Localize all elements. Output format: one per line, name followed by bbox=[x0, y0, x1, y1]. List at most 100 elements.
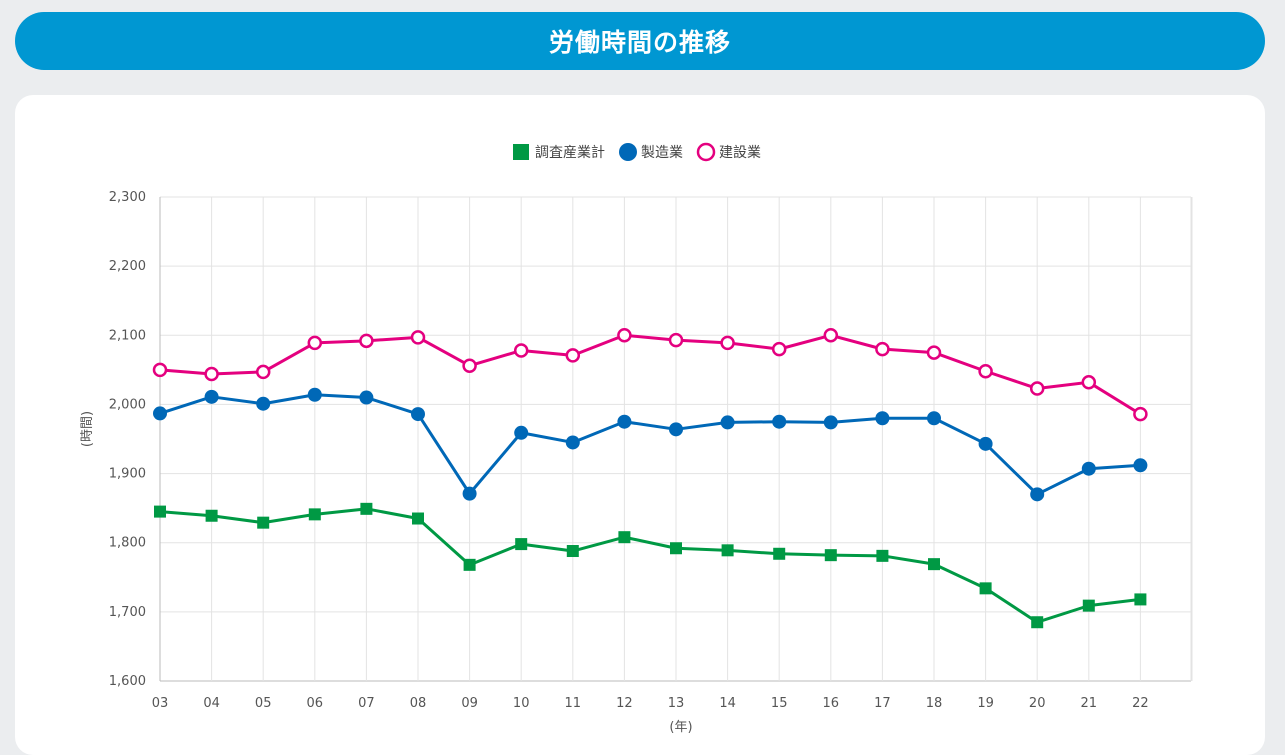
legend-marker-square bbox=[513, 144, 529, 160]
data-point-circle bbox=[823, 415, 838, 430]
data-point-circle bbox=[462, 486, 477, 501]
data-point-hollow-circle bbox=[720, 335, 735, 351]
x-tick-label: 04 bbox=[203, 696, 220, 711]
data-point-square bbox=[308, 508, 321, 521]
data-point-square bbox=[1134, 593, 1147, 606]
x-tick-label: 12 bbox=[616, 696, 633, 711]
data-point-hollow-circle bbox=[307, 335, 323, 351]
data-point-hollow-circle bbox=[410, 330, 426, 345]
y-tick-label: 1,800 bbox=[109, 536, 146, 551]
data-point-circle bbox=[1133, 458, 1148, 473]
chart-card: 1,600 1,700 1,800 1,900 2,000 2,100 2,200 2,300… bbox=[15, 95, 1265, 755]
page-title: 労働時間の推移 bbox=[548, 28, 731, 57]
data-point-circle bbox=[307, 387, 322, 402]
data-point-hollow-circle bbox=[204, 366, 219, 382]
x-tick-label: 08 bbox=[410, 696, 427, 711]
data-point-square bbox=[773, 547, 786, 560]
line-chart: 1,600 1,700 1,800 1,900 2,000 2,100 2,200 2,300… bbox=[80, 142, 1193, 735]
legend-label: 建設業 bbox=[719, 145, 761, 161]
legend-marker-circle bbox=[619, 143, 637, 161]
data-point-circle bbox=[256, 396, 271, 411]
data-point-hollow-circle bbox=[513, 343, 529, 358]
data-point-hollow-circle bbox=[255, 364, 271, 380]
data-point-circle bbox=[875, 411, 890, 426]
data-point-circle bbox=[720, 415, 735, 430]
data-point-square bbox=[205, 509, 218, 522]
series-line bbox=[159, 333, 1142, 416]
y-tick-label: 1,900 bbox=[109, 467, 146, 482]
data-point-hollow-circle bbox=[1081, 375, 1097, 390]
page-header: 労働時間の推移 bbox=[15, 12, 1265, 70]
x-tick-label: 13 bbox=[668, 696, 685, 711]
x-tick-label: 03 bbox=[152, 696, 169, 711]
data-point-square bbox=[1031, 616, 1044, 629]
x-tick-label: 10 bbox=[513, 696, 530, 711]
data-point-hollow-circle bbox=[462, 358, 477, 373]
y-axis-title: (時間) bbox=[80, 411, 95, 447]
data-point-circle bbox=[772, 414, 787, 429]
data-point-hollow-circle bbox=[771, 341, 787, 357]
data-point-square bbox=[566, 545, 579, 558]
data-point-circle bbox=[978, 436, 993, 451]
legend-marker-hollow-circle bbox=[696, 142, 716, 162]
data-point-square bbox=[463, 558, 476, 571]
x-tick-label: 16 bbox=[823, 696, 840, 711]
data-point-circle bbox=[669, 422, 683, 437]
data-point-circle bbox=[359, 390, 374, 405]
y-tick-label: 2,000 bbox=[109, 397, 146, 412]
data-point-hollow-circle bbox=[617, 328, 632, 343]
x-tick-label: 19 bbox=[977, 696, 994, 711]
data-point-circle bbox=[411, 407, 425, 422]
data-point-circle bbox=[204, 389, 219, 404]
x-tick-label: 20 bbox=[1029, 696, 1046, 711]
data-point-hollow-circle bbox=[359, 333, 374, 349]
x-tick-label: 11 bbox=[565, 696, 582, 711]
data-point-square bbox=[876, 549, 889, 562]
y-tick-label: 1,700 bbox=[109, 605, 146, 620]
data-point-circle bbox=[1030, 487, 1045, 502]
data-point-square bbox=[670, 542, 682, 555]
data-point-hollow-circle bbox=[1133, 406, 1148, 422]
data-point-circle bbox=[565, 435, 580, 450]
data-point-circle bbox=[1081, 461, 1096, 476]
y-tick-label: 2,300 bbox=[109, 190, 146, 205]
data-point-hollow-circle bbox=[152, 362, 168, 378]
series-line bbox=[159, 393, 1141, 496]
x-tick-label: 05 bbox=[255, 696, 272, 711]
data-point-square bbox=[360, 502, 373, 515]
data-point-square bbox=[721, 544, 734, 557]
data-point-circle bbox=[927, 411, 941, 426]
data-point-hollow-circle bbox=[565, 348, 581, 363]
x-tick-label: 14 bbox=[719, 696, 736, 711]
y-tick-label: 1,600 bbox=[109, 674, 146, 689]
data-point-square bbox=[257, 516, 270, 529]
data-point-square bbox=[412, 512, 424, 525]
x-tick-label: 18 bbox=[926, 696, 943, 711]
x-tick-label: 06 bbox=[307, 696, 324, 711]
data-point-hollow-circle bbox=[1029, 381, 1045, 396]
data-point-square bbox=[618, 531, 631, 544]
x-tick-label: 09 bbox=[461, 696, 478, 711]
y-tick-label: 2,100 bbox=[109, 328, 146, 343]
x-tick-label: 07 bbox=[358, 696, 375, 711]
data-point-circle bbox=[617, 414, 632, 429]
data-point-square bbox=[979, 582, 992, 595]
data-point-square bbox=[824, 549, 837, 562]
data-point-circle bbox=[514, 425, 529, 440]
data-point-hollow-circle bbox=[875, 341, 890, 357]
legend-label: 製造業 bbox=[641, 145, 683, 161]
data-point-hollow-circle bbox=[978, 363, 993, 379]
x-tick-label: 22 bbox=[1132, 696, 1149, 711]
x-tick-label: 21 bbox=[1081, 696, 1098, 711]
data-point-square bbox=[515, 538, 528, 551]
y-tick-label: 2,200 bbox=[109, 259, 146, 274]
series-line bbox=[159, 507, 1141, 624]
data-point-hollow-circle bbox=[823, 328, 839, 343]
legend-label: 調査産業計 bbox=[535, 145, 605, 161]
data-point-square bbox=[154, 505, 166, 518]
data-point-square bbox=[1082, 599, 1095, 612]
data-point-hollow-circle bbox=[668, 332, 684, 348]
x-tick-label: 17 bbox=[874, 696, 891, 711]
data-point-square bbox=[928, 558, 940, 571]
data-point-hollow-circle bbox=[926, 345, 942, 360]
